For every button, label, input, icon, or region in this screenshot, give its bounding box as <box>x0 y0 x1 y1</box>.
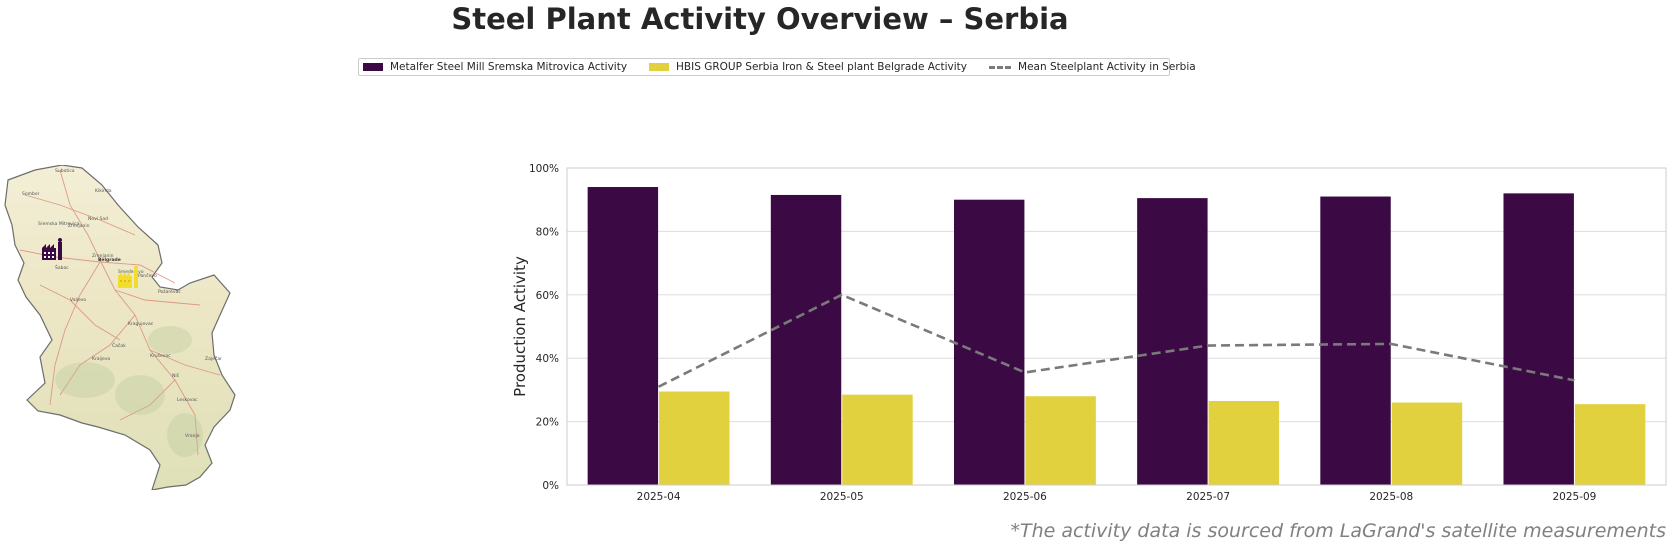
hbis-plant-icon <box>118 266 138 288</box>
svg-text:Niš: Niš <box>172 372 180 379</box>
x-tick-label: 2025-05 <box>820 491 864 503</box>
svg-text:Zrenjanin: Zrenjanin <box>92 253 114 259</box>
y-tick-label: 80% <box>536 226 559 238</box>
y-axis-label: Production Activity <box>511 256 529 397</box>
map-labels: Subotica Sombor Kikinda Zrenjanin Zrenja… <box>22 168 222 439</box>
svg-text:Požarevac: Požarevac <box>158 288 181 295</box>
legend-label-hbis: HBIS GROUP Serbia Iron & Steel plant Bel… <box>676 61 968 73</box>
svg-text:Zrenjanin: Zrenjanin <box>68 223 90 229</box>
y-axis-ticks: 0% 20% 40% 60% 80% 100% <box>529 163 559 492</box>
svg-text:Sremska Mitrovica: Sremska Mitrovica <box>38 221 80 227</box>
svg-text:Kraljevo: Kraljevo <box>92 356 110 362</box>
gridlines <box>567 167 1666 486</box>
legend-swatch-mean <box>989 65 1012 69</box>
svg-text:Novi Sad: Novi Sad <box>88 216 108 222</box>
legend-item-mean: Mean Steelplant Activity in Serbia <box>989 61 1196 73</box>
legend: Metalfer Steel Mill Sremska Mitrovica Ac… <box>358 58 1196 76</box>
x-tick-label: 2025-09 <box>1552 491 1596 503</box>
chart-title: Steel Plant Activity Overview – Serbia <box>451 2 1069 36</box>
x-tick-label: 2025-06 <box>1003 491 1047 503</box>
svg-text:Čačak: Čačak <box>112 342 126 349</box>
bar-hbis <box>842 394 913 485</box>
metalfer-plant-icon <box>42 238 62 260</box>
svg-text:Šabac: Šabac <box>55 264 69 271</box>
svg-text:Sombor: Sombor <box>22 191 40 197</box>
roads <box>19 169 221 456</box>
plot-frame <box>566 167 1667 486</box>
bar-hbis <box>1208 400 1280 485</box>
legend-swatch-hbis <box>649 63 670 71</box>
bar-hbis <box>1574 404 1646 485</box>
bar-hbis <box>659 391 730 485</box>
y-tick-label: 100% <box>529 163 559 175</box>
y-tick-label: 0% <box>542 480 559 492</box>
bar-metalfer <box>770 194 842 485</box>
svg-text:Leskovac: Leskovac <box>177 397 198 403</box>
svg-text:Smederevo: Smederevo <box>118 269 144 275</box>
legend-item-hbis: HBIS GROUP Serbia Iron & Steel plant Bel… <box>649 61 967 73</box>
serbia-border <box>4 165 236 490</box>
x-tick-label: 2025-07 <box>1186 491 1230 503</box>
bar-metalfer <box>1137 198 1208 486</box>
bar-metalfer <box>1503 193 1574 486</box>
svg-text:Kragujevac: Kragujevac <box>128 321 154 327</box>
svg-text:Zaječar: Zaječar <box>205 355 222 362</box>
y-tick-label: 20% <box>536 417 559 429</box>
svg-text:Kikinda: Kikinda <box>95 188 112 194</box>
svg-text:Vranje: Vranje <box>185 433 200 439</box>
bar-metalfer <box>587 187 659 485</box>
bar-hbis <box>1391 402 1463 485</box>
bars <box>587 187 1646 486</box>
legend-swatch-metalfer <box>363 63 383 71</box>
serbia-map: Subotica Sombor Kikinda Zrenjanin Zrenja… <box>4 165 236 490</box>
svg-text:Subotica: Subotica <box>55 168 75 174</box>
svg-text:Pančevo: Pančevo <box>138 272 157 279</box>
x-tick-label: 2025-08 <box>1369 491 1413 503</box>
footnote: *The activity data is sourced from LaGra… <box>1010 520 1666 542</box>
mean-activity-line <box>658 293 1575 388</box>
legend-label-mean: Mean Steelplant Activity in Serbia <box>1018 61 1196 73</box>
bar-hbis <box>1025 396 1096 485</box>
terrain-patches <box>55 326 203 457</box>
x-tick-label: 2025-04 <box>637 491 681 503</box>
svg-text:Kruševac: Kruševac <box>150 352 171 359</box>
x-axis-ticks: 2025-04 2025-05 2025-06 2025-07 2025-08 2025-… <box>637 491 1597 503</box>
bar-metalfer <box>1320 196 1391 485</box>
y-tick-label: 40% <box>536 353 559 365</box>
legend-item-metalfer: Metalfer Steel Mill Sremska Mitrovica Ac… <box>363 61 627 73</box>
legend-label-metalfer: Metalfer Steel Mill Sremska Mitrovica Ac… <box>390 61 628 73</box>
svg-text:Valjevo: Valjevo <box>70 297 86 303</box>
y-tick-label: 60% <box>536 290 559 302</box>
bar-metalfer <box>953 199 1025 485</box>
svg-text:Belgrade: Belgrade <box>98 257 121 263</box>
